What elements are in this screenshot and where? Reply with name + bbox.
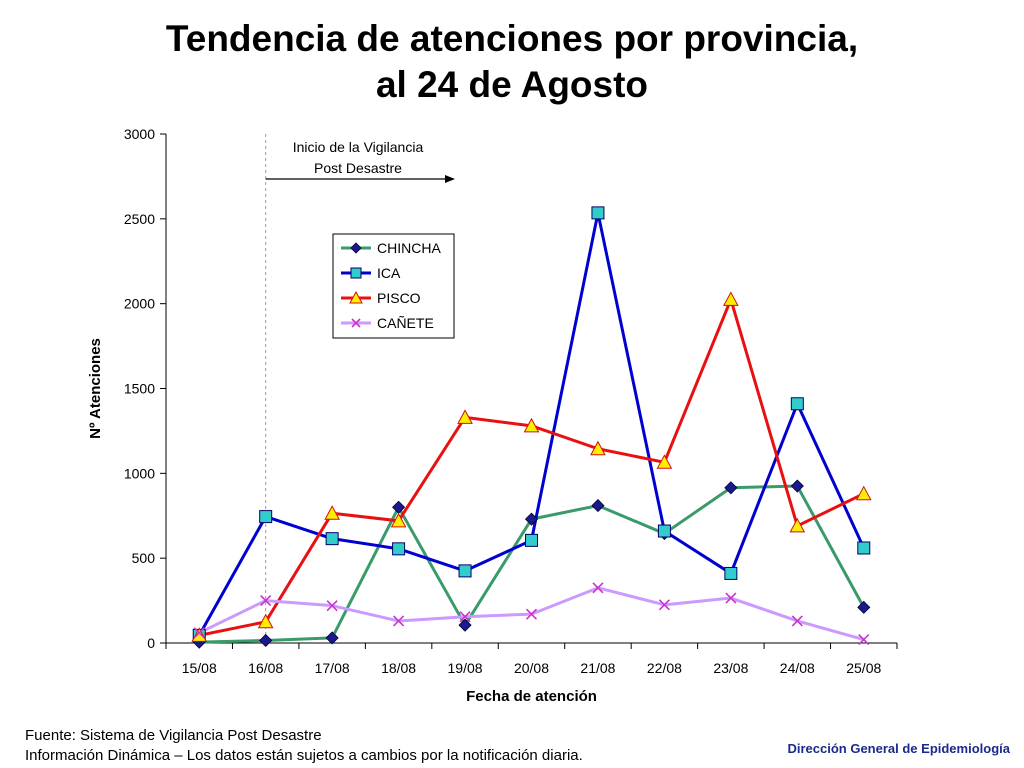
legend-marker-ica [350,267,362,279]
data-point-canete [393,615,405,627]
x-tick-label: 23/08 [713,660,748,676]
y-tick-label: 2500 [124,211,155,227]
y-tick-label: 2000 [124,296,155,312]
annotation-label-line-1: Inicio de la Vigilancia [293,139,424,155]
data-point-canete [725,592,737,604]
x-tick-label: 25/08 [846,660,881,676]
data-point-canete [592,582,604,594]
data-point-chincha [591,499,605,513]
data-point-ica [857,541,871,555]
x-tick-label: 18/08 [381,660,416,676]
y-tick-label: 3000 [124,126,155,142]
legend-marker-pisco [349,290,363,304]
y-tick-label: 1000 [124,465,155,481]
x-tick-label: 20/08 [514,660,549,676]
organization-label: Dirección General de Epidemiología [787,741,1010,756]
data-point-chincha [790,479,804,493]
data-point-pisco [457,409,473,424]
data-point-canete [459,611,471,623]
source-note: Fuente: Sistema de Vigilancia Post Desas… [25,726,583,766]
x-tick-label: 15/08 [182,660,217,676]
x-tick-label: 24/08 [780,660,815,676]
x-tick-label: 17/08 [315,660,350,676]
data-point-canete [193,627,205,639]
legend-label-pisco: PISCO [377,290,421,306]
data-point-canete [658,599,670,611]
data-point-ica [724,566,738,580]
data-point-ica [525,533,538,547]
chart-title-line-2: al 24 de Agosto [375,64,649,105]
data-point-chincha [524,512,539,526]
data-point-pisco [855,485,872,501]
annotation-arrow-head [445,175,455,183]
data-point-chincha [325,631,339,645]
data-point-pisco [723,291,739,306]
data-point-pisco [390,512,407,528]
x-axis-title: Fecha de atención [466,688,597,705]
data-point-chincha [259,633,273,648]
legend-label-ica: ICA [377,265,401,281]
data-point-chincha [857,600,871,614]
x-tick-label: 21/08 [580,660,615,676]
data-point-canete [525,608,538,620]
data-point-canete [326,600,338,612]
legend-label-chincha: CHINCHA [377,240,441,256]
data-point-canete [858,634,870,646]
data-point-ica [591,206,605,220]
source-line-2: Información Dinámica – Los datos están s… [25,747,583,764]
data-point-ica [458,564,472,578]
y-axis-title: Nº Atenciones [87,338,104,439]
data-point-pisco [257,613,274,629]
data-point-ica [259,510,273,524]
data-point-pisco [191,627,208,642]
legend-label-canete: CAÑETE [377,315,434,331]
legend-marker-canete [351,318,361,328]
data-point-ica [790,397,804,411]
legend-marker-chincha [350,242,362,254]
series-line-chincha [199,484,866,644]
data-point-chincha [458,618,472,632]
x-tick-label: 22/08 [647,660,682,676]
y-tick-label: 500 [132,550,156,566]
series-line-pisco [198,297,865,637]
data-point-chincha [724,481,738,495]
data-point-pisco [590,440,606,456]
data-point-pisco [789,517,806,533]
annotation-label-line-2: Post Desastre [314,160,402,176]
data-point-ica [657,524,671,538]
data-point-pisco [656,454,673,469]
data-point-pisco [324,505,340,520]
y-tick-label: 1500 [124,381,155,397]
x-tick-label: 16/08 [248,660,283,676]
data-point-ica [325,532,339,546]
x-tick-label: 19/08 [448,660,483,676]
data-point-pisco [523,417,540,433]
chart-title-line-1: Tendencia de atenciones por provincia, [165,18,859,59]
y-tick-label: 0 [147,635,155,651]
source-line-1: Fuente: Sistema de Vigilancia Post Desas… [25,727,322,744]
data-point-chincha [392,500,406,514]
data-point-canete [260,595,272,607]
data-point-ica [392,542,406,556]
data-point-canete [791,615,803,627]
chart-title: Tendencia de atenciones por provincia, a… [0,16,1024,108]
